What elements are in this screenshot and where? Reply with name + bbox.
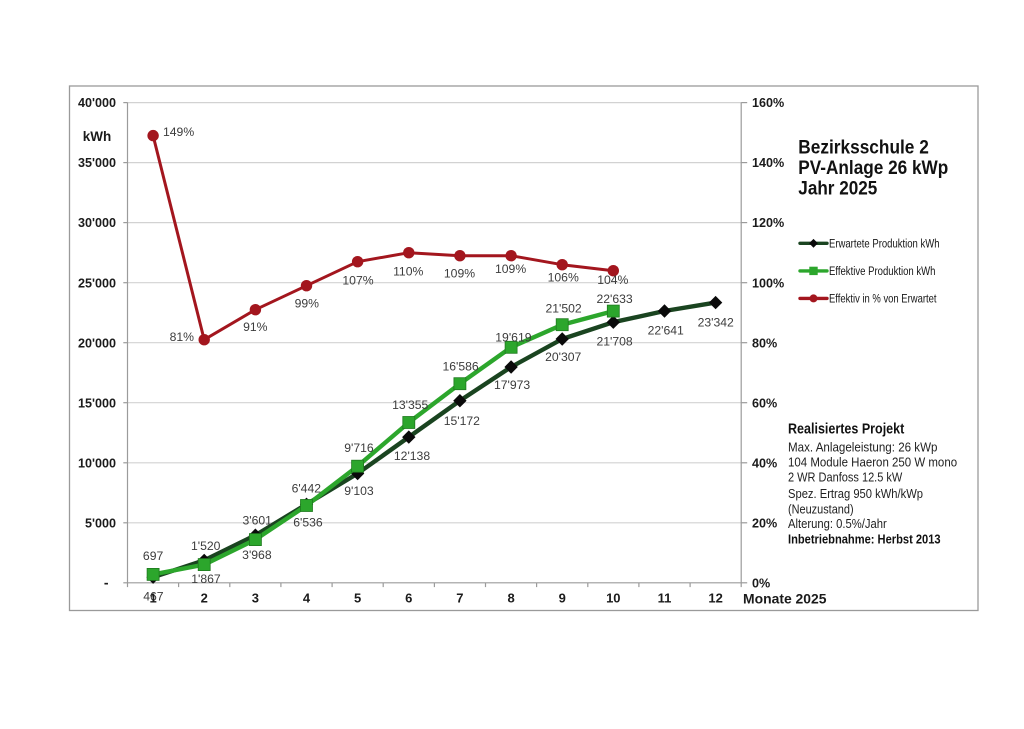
- svg-text:2: 2: [201, 590, 208, 605]
- svg-text:17'973: 17'973: [494, 378, 530, 392]
- svg-text:100%: 100%: [752, 276, 784, 290]
- svg-text:109%: 109%: [495, 262, 526, 276]
- svg-text:3'601: 3'601: [242, 514, 272, 528]
- svg-text:Monate 2025: Monate 2025: [743, 592, 827, 607]
- svg-text:Realisiertes Projekt: Realisiertes Projekt: [788, 421, 904, 437]
- svg-text:30'000: 30'000: [78, 216, 116, 230]
- svg-text:PV-Anlage 26 kWp: PV-Anlage 26 kWp: [798, 157, 948, 179]
- svg-text:4: 4: [303, 590, 311, 605]
- svg-text:107%: 107%: [342, 274, 373, 288]
- svg-text:6'442: 6'442: [292, 481, 322, 495]
- svg-text:Jahr 2025: Jahr 2025: [798, 177, 877, 199]
- svg-text:81%: 81%: [170, 330, 195, 344]
- svg-text:5: 5: [354, 590, 361, 605]
- svg-text:149%: 149%: [163, 125, 194, 139]
- svg-text:22'641: 22'641: [648, 324, 684, 338]
- svg-text:21'502: 21'502: [545, 301, 581, 315]
- svg-text:104 Module Haeron 250 W mono: 104 Module Haeron 250 W mono: [788, 454, 957, 469]
- svg-text:40%: 40%: [752, 456, 777, 470]
- svg-text:80%: 80%: [752, 336, 777, 350]
- svg-text:12'138: 12'138: [394, 449, 430, 463]
- svg-text:60%: 60%: [752, 396, 777, 410]
- svg-text:9'103: 9'103: [344, 484, 374, 498]
- svg-text:Max. Anlageleistung: 26 kWp: Max. Anlageleistung: 26 kWp: [788, 439, 938, 454]
- svg-text:20'000: 20'000: [78, 336, 116, 350]
- svg-text:20'307: 20'307: [545, 350, 581, 364]
- svg-text:6'536: 6'536: [293, 516, 323, 530]
- svg-text:1'867: 1'867: [191, 572, 221, 586]
- svg-text:19'619: 19'619: [495, 330, 531, 344]
- svg-text:3'968: 3'968: [242, 548, 272, 562]
- svg-text:91%: 91%: [243, 320, 268, 334]
- svg-text:109%: 109%: [444, 266, 475, 280]
- svg-text:(Neuzustand): (Neuzustand): [788, 502, 854, 517]
- svg-text:697: 697: [143, 549, 164, 563]
- svg-text:467: 467: [143, 590, 164, 604]
- svg-text:Inbetriebnahme: Herbst 2013: Inbetriebnahme: Herbst 2013: [788, 532, 941, 547]
- svg-text:25'000: 25'000: [78, 276, 116, 290]
- svg-text:99%: 99%: [295, 297, 320, 311]
- svg-text:20%: 20%: [752, 516, 777, 530]
- svg-text:10: 10: [606, 590, 620, 605]
- svg-text:120%: 120%: [752, 216, 784, 230]
- svg-text:10'000: 10'000: [78, 456, 116, 470]
- svg-text:21'708: 21'708: [596, 334, 632, 348]
- svg-text:106%: 106%: [548, 271, 579, 285]
- svg-text:1'520: 1'520: [191, 539, 221, 553]
- svg-text:40'000: 40'000: [78, 96, 116, 110]
- svg-text:12: 12: [708, 590, 722, 605]
- svg-text:1: 1: [149, 590, 156, 605]
- svg-text:13'355: 13'355: [392, 398, 428, 412]
- svg-text:22'633: 22'633: [596, 292, 632, 306]
- svg-text:15'000: 15'000: [78, 396, 116, 410]
- svg-text:Effektiv in % von Erwartet: Effektiv in % von Erwartet: [829, 292, 937, 306]
- svg-text:7: 7: [456, 590, 463, 605]
- svg-text:0%: 0%: [752, 576, 770, 590]
- svg-text:2 WR Danfoss 12.5 kW: 2 WR Danfoss 12.5 kW: [788, 469, 903, 484]
- svg-text:23'342: 23'342: [698, 316, 734, 330]
- svg-text:Bezirksschule 2: Bezirksschule 2: [798, 136, 929, 158]
- svg-text:5'000: 5'000: [85, 516, 116, 530]
- svg-text:9'716: 9'716: [344, 441, 374, 455]
- svg-text:160%: 160%: [752, 96, 784, 110]
- svg-text:110%: 110%: [393, 264, 423, 278]
- svg-text:kWh: kWh: [83, 129, 112, 144]
- svg-text:16'586: 16'586: [442, 360, 478, 374]
- svg-text:9: 9: [559, 590, 566, 605]
- svg-text:140%: 140%: [752, 156, 784, 170]
- svg-text:Effektive Produktion kWh: Effektive Produktion kWh: [829, 264, 936, 278]
- svg-text:Erwartete Produktion kWh: Erwartete Produktion kWh: [829, 237, 940, 251]
- svg-text:3: 3: [252, 590, 259, 605]
- svg-text:6: 6: [405, 590, 412, 605]
- svg-text:15'172: 15'172: [444, 414, 480, 428]
- svg-text:Alterung: 0.5%/Jahr: Alterung: 0.5%/Jahr: [788, 516, 887, 531]
- svg-text:Spez. Ertrag 950 kWh/kWp: Spez. Ertrag 950 kWh/kWp: [788, 486, 923, 501]
- svg-text:104%: 104%: [597, 273, 628, 287]
- svg-text:-: -: [104, 574, 109, 590]
- svg-text:8: 8: [507, 590, 514, 605]
- svg-text:11: 11: [658, 590, 672, 605]
- svg-text:35'000: 35'000: [78, 156, 116, 170]
